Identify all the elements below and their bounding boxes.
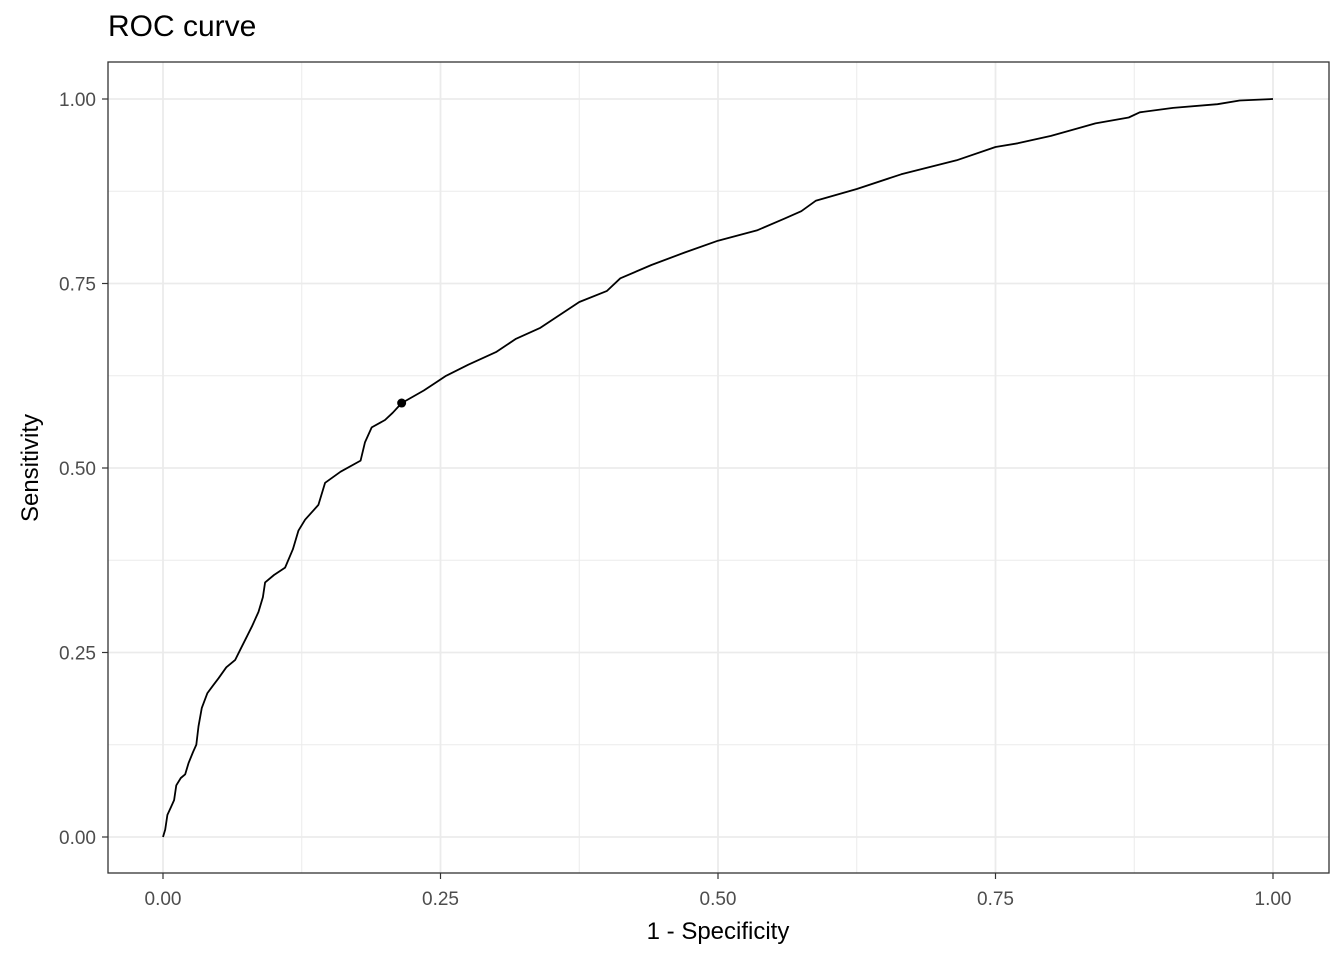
major-gridlines — [108, 62, 1329, 873]
x-axis-ticks: 0.00 0.25 0.50 0.75 1.00 — [145, 873, 1292, 910]
y-tick-label: 0.50 — [59, 459, 96, 480]
series-layer — [162, 98, 1274, 838]
y-tick-label: 1.00 — [59, 90, 96, 111]
x-tick-label: 0.75 — [977, 889, 1014, 910]
x-axis-title: 1 - Specificity — [647, 918, 790, 945]
x-tick-label: 0.00 — [145, 889, 182, 910]
y-axis-title: Sensitivity — [17, 414, 44, 522]
y-tick-label: 0.75 — [59, 275, 96, 296]
y-tick-label: 0.25 — [59, 644, 96, 665]
x-tick-label: 1.00 — [1255, 889, 1292, 910]
y-axis-ticks: 0.00 0.25 0.50 0.75 1.00 — [59, 90, 108, 849]
chart-title: ROC curve — [108, 10, 257, 43]
y-tick-label: 0.00 — [59, 828, 96, 849]
x-tick-label: 0.50 — [700, 889, 737, 910]
threshold-point — [397, 398, 407, 408]
x-tick-label: 0.25 — [422, 889, 459, 910]
roc-curve-line — [162, 98, 1274, 838]
